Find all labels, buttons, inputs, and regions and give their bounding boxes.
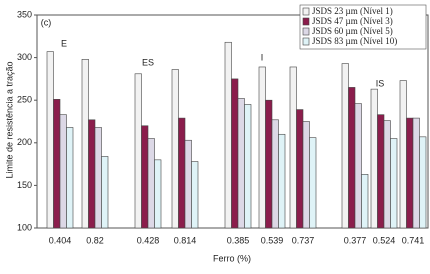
bar [289,66,297,229]
x-tick-label: 0.524 [373,235,396,245]
legend-label: JSDS 60 µm (Nível 5) [312,26,393,36]
bar [134,73,142,229]
bar [147,138,155,229]
bar [94,127,102,229]
bar [370,88,378,229]
bar [361,174,369,229]
bar [302,121,310,229]
legend-box [299,4,427,50]
bar [258,66,266,229]
legend-swatch [302,27,310,36]
x-tick-label: 0.741 [402,235,425,245]
legend-swatch [302,17,310,26]
bar [178,117,186,229]
bar [406,117,414,229]
bar [46,51,54,229]
bar [271,119,279,229]
bar [377,114,385,229]
bar [191,161,199,229]
bar [101,156,109,229]
x-tick-label: 0.539 [261,235,284,245]
annotation: IS [376,78,385,88]
bar [59,114,67,229]
bar [237,98,245,229]
legend-label: JSDS 47 µm (Nível 3) [312,16,393,26]
bar [171,69,179,229]
bar [354,103,362,229]
bar [309,137,317,229]
x-tick-label: 0.404 [49,235,72,245]
y-tick-label: 100 [17,222,32,232]
bar [296,109,304,229]
legend-label: JSDS 83 µm (Nível 10) [312,36,397,46]
y-tick-label: 300 [17,52,32,62]
bar [399,80,407,229]
legend-swatch [302,37,310,46]
bar [390,138,398,229]
bar [412,117,420,229]
x-tick-label: 0.377 [344,235,367,245]
x-tick-label: 0.385 [227,235,250,245]
x-tick-label: 0.814 [174,235,197,245]
x-tick-label: 0.82 [86,235,104,245]
annotation: I [261,52,264,62]
legend-swatch [302,7,310,16]
legend-label: JSDS 23 µm (Nível 1) [312,6,393,16]
y-axis-title: Limite de resistência a tração [4,61,14,178]
y-tick-label: 350 [17,9,32,19]
bar [419,136,427,229]
bar [88,119,96,229]
x-axis-title: Ferro (%) [213,253,251,263]
annotation: ES [142,57,154,67]
annotation: E [61,38,67,48]
y-tick-label: 150 [17,180,32,190]
bar [231,78,239,229]
y-tick-label: 200 [17,137,32,147]
y-tick-label: 250 [17,95,32,105]
bar [53,99,61,229]
bar [341,63,349,229]
bar [348,87,356,229]
bar [81,59,89,229]
bar [265,99,273,229]
x-tick-label: 0.737 [292,235,315,245]
bar [141,125,149,229]
bar [278,133,286,229]
bar [224,41,232,229]
bar [154,159,162,229]
bar [184,139,192,229]
bar [244,104,252,229]
bar [383,120,391,229]
x-tick-label: 0.428 [137,235,160,245]
bar [66,127,74,229]
annotation: (c) [41,17,52,27]
